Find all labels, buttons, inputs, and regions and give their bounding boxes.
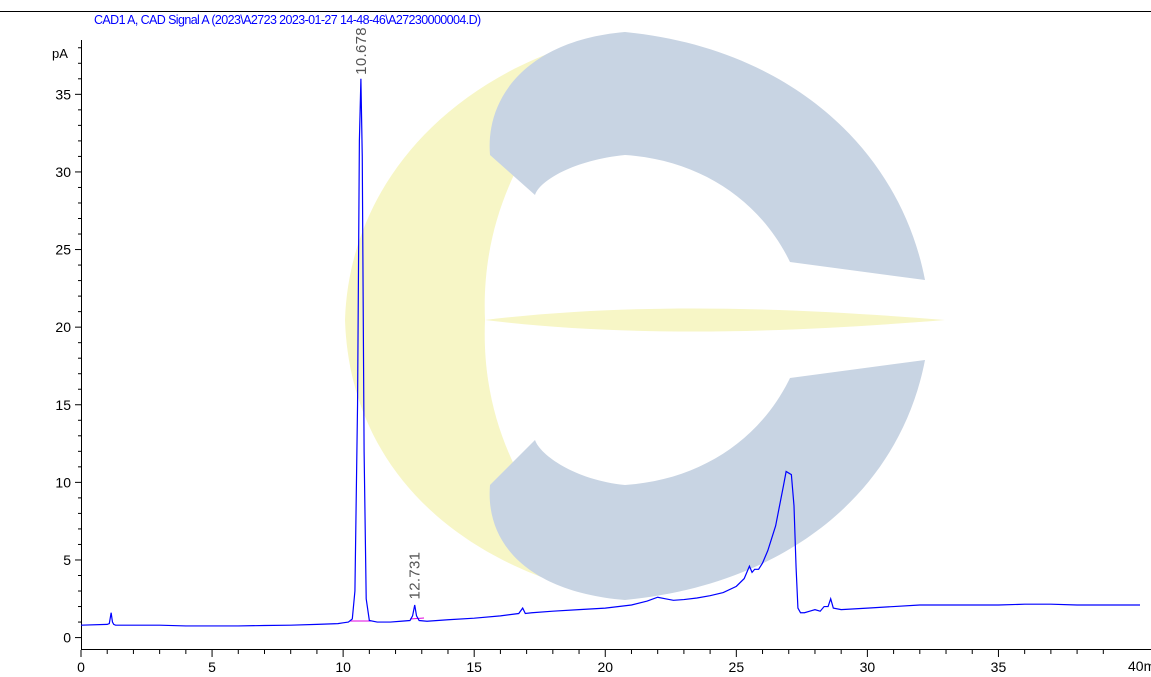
baseline-peak-2 bbox=[409, 617, 425, 620]
y-tick-label: 10 bbox=[55, 474, 71, 490]
x-tick-label: 35 bbox=[991, 659, 1007, 675]
y-tick-label: 15 bbox=[55, 397, 71, 413]
y-tick-label: 25 bbox=[55, 242, 71, 258]
watermark-yellow-wedge bbox=[345, 32, 945, 600]
integration-baselines bbox=[350, 617, 425, 622]
x-axis-unit-label: 40mi bbox=[1128, 658, 1151, 674]
y-tick-label: 5 bbox=[63, 552, 71, 568]
x-tick-label: 5 bbox=[208, 659, 216, 675]
chart-title: CAD1 A, CAD Signal A (2023\A2723 2023-01… bbox=[94, 13, 481, 27]
y-tick-label: 35 bbox=[55, 86, 71, 102]
x-axis-ticks: 0 5 10 15 20 25 30 35 bbox=[77, 650, 1104, 675]
x-tick-label: 25 bbox=[729, 659, 745, 675]
x-tick-label: 30 bbox=[860, 659, 876, 675]
y-tick-label: 20 bbox=[55, 319, 71, 335]
watermark-ring-top bbox=[489, 32, 925, 280]
peak-label: 10.678 bbox=[353, 27, 370, 75]
x-tick-label: 20 bbox=[597, 659, 613, 675]
plot-frame bbox=[0, 11, 1151, 650]
y-axis-unit-label: pA bbox=[52, 46, 68, 61]
y-tick-label: 30 bbox=[55, 164, 71, 180]
signal-trace bbox=[80, 78, 1140, 627]
y-tick-label: 0 bbox=[63, 630, 71, 646]
x-tick-label: 10 bbox=[335, 659, 351, 675]
y-axis-ticks: 0 5 10 15 20 25 30 35 bbox=[55, 47, 81, 646]
watermark-ring-bottom bbox=[489, 360, 925, 600]
x-tick-label: 0 bbox=[77, 659, 85, 675]
x-tick-label: 15 bbox=[466, 659, 482, 675]
watermark-logo bbox=[345, 32, 945, 600]
peak-label: 12.731 bbox=[407, 552, 424, 600]
peak-labels: 10.678 12.731 bbox=[353, 27, 424, 599]
